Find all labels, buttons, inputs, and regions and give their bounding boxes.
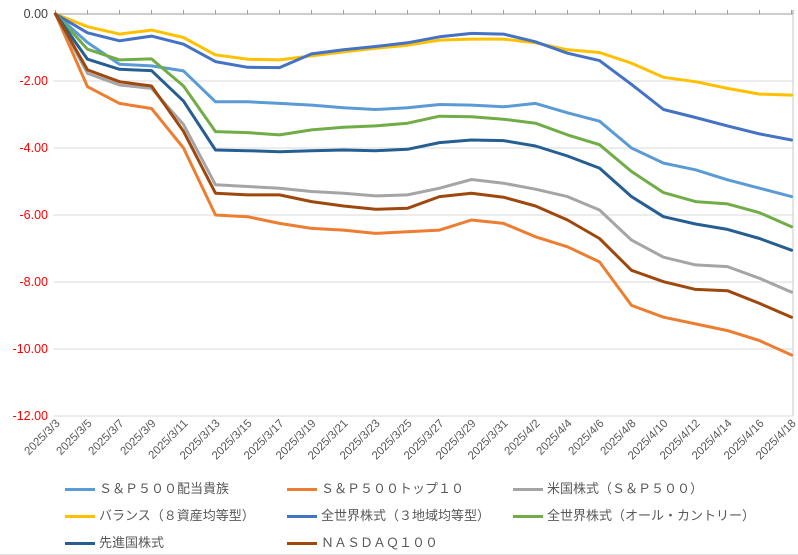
legend-swatch-icon (65, 514, 95, 518)
series-line-4[interactable] (54, 12, 793, 142)
legend-label: ＮＡＳＤＡＱ１００ (321, 535, 439, 550)
series-line-3[interactable] (54, 12, 793, 97)
series-line-1[interactable] (54, 12, 793, 357)
y-axis-tick-label: -4.00 (20, 141, 49, 155)
legend-swatch-icon (287, 541, 317, 545)
legend-item-5[interactable]: 全世界株式（オール・カントリー） (513, 507, 755, 525)
series-line-6[interactable] (54, 12, 793, 252)
legend-swatch-icon (287, 514, 317, 518)
y-axis-tick-label: -10.00 (13, 342, 48, 356)
legend-swatch-icon (65, 487, 95, 491)
series-line-5[interactable] (54, 12, 793, 229)
legend-label: バランス（８資産均等型） (99, 508, 255, 523)
legend-label: 全世界株式（３地域均等型） (321, 508, 491, 523)
legend-item-1[interactable]: Ｓ＆Ｐ５００トップ１０ (287, 480, 464, 498)
legend-label: 先進国株式 (99, 535, 165, 550)
y-axis-tick-label: -6.00 (20, 208, 49, 222)
y-axis-tick-label: -12.00 (13, 409, 48, 423)
legend-swatch-icon (513, 514, 543, 518)
series-line-2[interactable] (54, 12, 793, 294)
legend-item-4[interactable]: 全世界株式（３地域均等型） (287, 507, 490, 525)
legend-swatch-icon (287, 487, 317, 491)
legend-item-0[interactable]: Ｓ＆Ｐ５００配当貴族 (65, 480, 229, 498)
series-line-7[interactable] (54, 12, 793, 319)
legend-item-3[interactable]: バランス（８資産均等型） (65, 507, 255, 525)
series-line-0[interactable] (54, 12, 793, 199)
y-axis-tick-label: -8.00 (20, 275, 49, 289)
legend-item-7[interactable]: ＮＡＳＤＡＱ１００ (287, 534, 438, 552)
legend-swatch-icon (65, 541, 95, 545)
y-axis-tick-label: -2.00 (20, 74, 49, 88)
y-axis-tick-label: 0.00 (24, 7, 48, 21)
legend-item-6[interactable]: 先進国株式 (65, 534, 164, 552)
legend-label: 米国株式（Ｓ＆Ｐ５００） (547, 481, 704, 496)
legend-label: 全世界株式（オール・カントリー） (547, 508, 756, 523)
legend-label: Ｓ＆Ｐ５００トップ１０ (321, 481, 465, 496)
legend-label: Ｓ＆Ｐ５００配当貴族 (99, 481, 230, 496)
legend-swatch-icon (513, 487, 543, 491)
legend-item-2[interactable]: 米国株式（Ｓ＆Ｐ５００） (513, 480, 703, 498)
